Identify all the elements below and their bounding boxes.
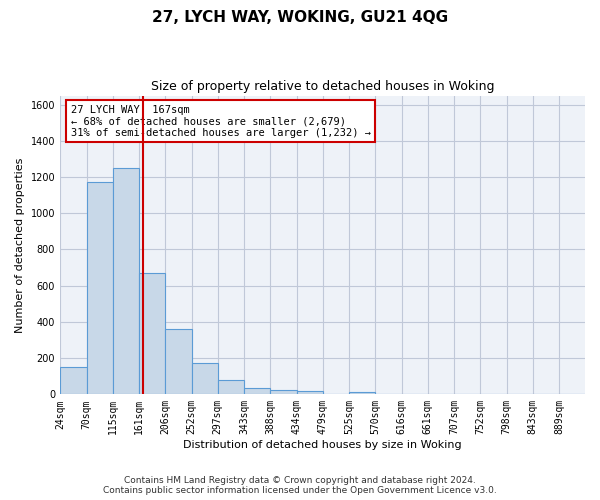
Text: 27, LYCH WAY, WOKING, GU21 4QG: 27, LYCH WAY, WOKING, GU21 4QG [152,10,448,25]
Text: Contains HM Land Registry data © Crown copyright and database right 2024.
Contai: Contains HM Land Registry data © Crown c… [103,476,497,495]
Bar [86,182,113,394]
Bar [165,329,191,394]
Bar [139,273,165,394]
Bar [244,388,270,394]
Bar [113,168,139,394]
Y-axis label: Number of detached properties: Number of detached properties [15,158,25,332]
Title: Size of property relative to detached houses in Woking: Size of property relative to detached ho… [151,80,494,93]
Bar [60,367,86,394]
Bar [218,380,244,394]
Bar [349,392,375,394]
Bar [296,390,323,394]
X-axis label: Distribution of detached houses by size in Woking: Distribution of detached houses by size … [183,440,462,450]
Bar [270,390,296,394]
Bar [191,362,218,394]
Text: 27 LYCH WAY: 167sqm
← 68% of detached houses are smaller (2,679)
31% of semi-det: 27 LYCH WAY: 167sqm ← 68% of detached ho… [71,104,371,138]
